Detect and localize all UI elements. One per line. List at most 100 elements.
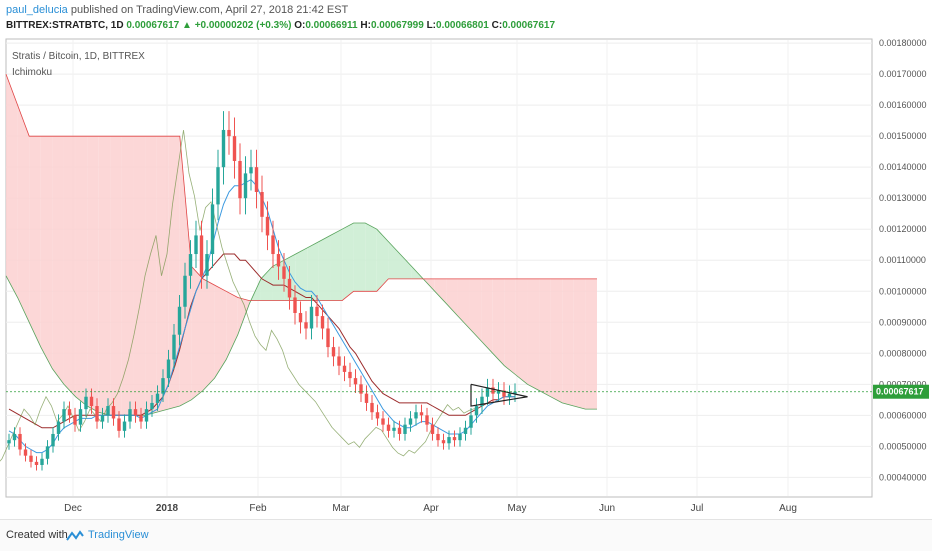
- legend-pair: Stratis / Bitcoin, 1D, BITTREX: [12, 51, 145, 62]
- cloud-segment: [6, 74, 18, 298]
- candle-body: [276, 254, 281, 267]
- candle-body: [304, 322, 308, 329]
- y-tick-label: 0.00050000: [879, 441, 927, 451]
- x-tick-label: May: [508, 503, 527, 514]
- candle-body: [56, 421, 61, 434]
- candle-body: [144, 409, 149, 422]
- low-value: 0.00066801: [436, 20, 489, 31]
- candle-body: [458, 433, 462, 441]
- candle-body: [128, 409, 132, 422]
- candles: [7, 111, 517, 471]
- price-chart[interactable]: 0.00040000 0.00050000 0.00060000 0.00070000…: [0, 0, 932, 519]
- candle-body: [260, 192, 264, 217]
- candle-body: [386, 424, 391, 431]
- cloud-segment: [318, 235, 331, 301]
- cloud-segment: [515, 278, 528, 385]
- open-value: 0.00066911: [305, 20, 358, 31]
- candle-body: [326, 328, 330, 348]
- candle-body: [502, 390, 506, 397]
- cloud-segment: [156, 136, 169, 413]
- candle-body: [436, 433, 440, 441]
- legend-indicator: Ichimoku: [12, 67, 52, 78]
- candle-body: [62, 409, 66, 422]
- tradingview-link[interactable]: TradingView: [88, 529, 149, 541]
- x-tick-label: Feb: [249, 503, 267, 514]
- cloud-segment: [226, 291, 238, 360]
- cloud-segment: [400, 254, 412, 279]
- ohlc-line: BITTREX:STRATBTC, 1D 0.00067617 ▲ +0.000…: [6, 20, 555, 31]
- candle-body: [45, 446, 50, 459]
- candle-body: [507, 393, 512, 397]
- candle-body: [122, 421, 127, 431]
- high-label: H:: [360, 20, 371, 31]
- open-label: O:: [294, 20, 306, 31]
- y-axis: 0.00040000 0.00050000 0.00060000 0.00070000…: [6, 38, 929, 482]
- candle-body: [172, 334, 176, 360]
- candle-body: [337, 356, 341, 366]
- candle-body: [40, 458, 44, 465]
- candle-body: [309, 306, 314, 329]
- y-tick-label: 0.00160000: [879, 100, 927, 110]
- candle-body: [414, 412, 418, 419]
- cloud-segment: [40, 136, 53, 369]
- close-value: 0.00067617: [502, 20, 556, 31]
- cloud-segment: [342, 223, 354, 301]
- x-tick-label: Jul: [691, 503, 704, 514]
- cloud-segment: [17, 105, 30, 323]
- cloud-segment: [330, 229, 343, 301]
- cloud-segment: [237, 297, 250, 335]
- cloud-segment: [52, 136, 64, 385]
- cloud-segment: [365, 223, 377, 292]
- candle-body: [73, 415, 77, 425]
- cloud-segment: [110, 136, 122, 416]
- candle-body: [320, 316, 325, 329]
- cloud-segment: [573, 278, 586, 410]
- candle-body: [331, 347, 336, 357]
- span-b-line: [5, 73, 597, 301]
- candle-body: [161, 378, 165, 394]
- y-tick-label: 0.00150000: [879, 131, 927, 141]
- candle-body: [452, 437, 457, 441]
- cloud-segment: [98, 136, 111, 416]
- candle-body: [95, 406, 99, 422]
- x-tick-label: Jun: [599, 503, 615, 514]
- candle-body: [133, 409, 138, 416]
- up-arrow-icon: ▲: [182, 20, 192, 31]
- candle-body: [397, 427, 402, 434]
- candle-body: [89, 396, 94, 407]
- cloud-segment: [376, 229, 389, 292]
- candle-body: [150, 402, 154, 410]
- candle-body: [29, 455, 33, 462]
- candle-body: [34, 461, 39, 465]
- cloud-segment: [87, 136, 99, 413]
- candle-body: [513, 391, 517, 394]
- candle-body: [392, 427, 396, 431]
- footer: Created with TradingView: [0, 519, 932, 551]
- y-tick-label: 0.00080000: [879, 348, 927, 358]
- candle-body: [364, 393, 369, 403]
- candle-body: [227, 129, 231, 137]
- kijun-line: [8, 253, 515, 429]
- candle-body: [249, 167, 253, 174]
- candle-body: [287, 278, 292, 298]
- publish-text: published on TradingView.com, April 27, …: [70, 4, 349, 16]
- candle-body: [238, 160, 242, 199]
- candle-body: [188, 254, 193, 276]
- change-value: +0.00000202 (+0.3%): [194, 20, 292, 31]
- candle-body: [370, 402, 374, 413]
- author-link[interactable]: paul_delucia: [6, 4, 68, 16]
- created-with-text: Created with: [6, 529, 68, 541]
- cloud-segment: [353, 223, 366, 292]
- cloud-segment: [133, 136, 146, 416]
- cloud-segment: [457, 278, 470, 329]
- candle-body: [298, 312, 303, 323]
- cloud-segment: [63, 136, 76, 397]
- y-tick-label: 0.00140000: [879, 162, 927, 172]
- y-tick-label: 0.00120000: [879, 224, 927, 234]
- x-tick-label: Mar: [332, 503, 350, 514]
- candle-body: [425, 415, 429, 425]
- y-tick-label: 0.00180000: [879, 38, 927, 48]
- candle-body: [359, 384, 363, 394]
- candle-body: [232, 136, 237, 161]
- candle-body: [199, 235, 204, 276]
